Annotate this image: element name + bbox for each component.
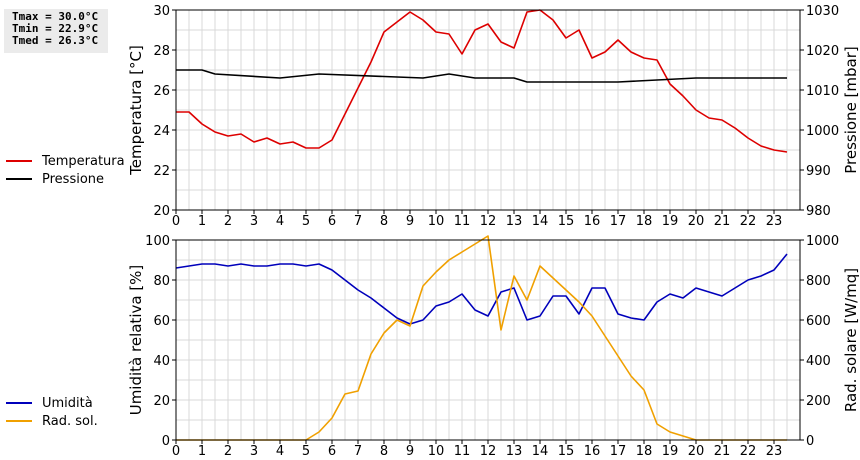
x-tick-label: 13 [506, 214, 523, 229]
legend-swatch-pressure [6, 178, 32, 180]
x-tick-label: 6 [328, 214, 336, 229]
x-tick-label: 0 [172, 444, 180, 459]
x-tick-label: 23 [766, 444, 783, 459]
y-tick-label-right: 200 [806, 394, 831, 409]
legend-item-temperature: Temperatura [6, 152, 125, 170]
x-tick-label: 15 [558, 444, 575, 459]
legend-label-temperature: Temperatura [42, 153, 125, 169]
x-tick-label: 23 [766, 214, 783, 229]
x-tick-label: 4 [276, 444, 284, 459]
x-tick-label: 9 [406, 444, 414, 459]
y-axis-label-right: Pressione [mbar] [842, 46, 860, 174]
legend-swatch-humidity [6, 402, 32, 404]
y-tick-label-left: 40 [153, 354, 170, 369]
x-tick-label: 12 [480, 444, 497, 459]
y-tick-label-left: 80 [153, 274, 170, 289]
y-tick-label-left: 24 [153, 124, 170, 139]
x-tick-label: 4 [276, 214, 284, 229]
x-tick-label: 22 [740, 444, 757, 459]
x-tick-label: 0 [172, 214, 180, 229]
x-tick-label: 9 [406, 214, 414, 229]
x-tick-label: 7 [354, 444, 362, 459]
y-tick-label-right: 1010 [806, 84, 839, 99]
x-tick-label: 1 [198, 214, 206, 229]
legend-swatch-radiation [6, 420, 32, 422]
tmin-label: Tmin = 22.9°C [12, 22, 99, 35]
x-tick-label: 5 [302, 214, 310, 229]
x-tick-label: 16 [584, 444, 601, 459]
y-tick-label-left: 60 [153, 314, 170, 329]
x-tick-label: 7 [354, 214, 362, 229]
x-tick-label: 8 [380, 214, 388, 229]
x-tick-label: 16 [584, 214, 601, 229]
y-tick-label-right: 1000 [806, 124, 839, 139]
legend-swatch-temperature [6, 160, 32, 162]
x-tick-label: 19 [662, 444, 679, 459]
y-tick-label-right: 1030 [806, 4, 839, 19]
x-tick-label: 10 [428, 214, 445, 229]
legend-item-pressure: Pressione [6, 170, 125, 188]
x-tick-label: 14 [532, 444, 549, 459]
tmed-label: Tmed = 26.3°C [12, 34, 99, 47]
stats-box: Tmax = 30.0°C Tmin = 22.9°C Tmed = 26.3°… [4, 9, 108, 53]
x-tick-label: 19 [662, 214, 679, 229]
y-tick-label-right: 980 [806, 204, 831, 219]
x-tick-label: 1 [198, 444, 206, 459]
x-tick-label: 22 [740, 214, 757, 229]
y-tick-label-right: 600 [806, 314, 831, 329]
y-tick-label-left: 30 [153, 4, 170, 19]
x-tick-label: 18 [636, 214, 653, 229]
x-tick-label: 14 [532, 214, 549, 229]
series-line-temperatura [176, 9, 788, 153]
x-tick-label: 5 [302, 444, 310, 459]
y-tick-label-right: 0 [806, 434, 814, 449]
tmax-label: Tmax = 30.0°C [12, 10, 99, 23]
x-tick-label: 2 [224, 214, 232, 229]
y-axis-label-left: Temperatura [°C] [127, 45, 145, 176]
legend-bottom: Umidità Rad. sol. [6, 394, 98, 430]
y-tick-label-right: 990 [806, 164, 831, 179]
y-tick-label-left: 20 [153, 394, 170, 409]
y-tick-label-right: 400 [806, 354, 831, 369]
x-tick-label: 21 [714, 444, 731, 459]
y-tick-label-left: 28 [153, 44, 170, 59]
series-line-rad-sol- [176, 235, 787, 441]
x-tick-label: 3 [250, 214, 258, 229]
x-tick-label: 10 [428, 444, 445, 459]
y-tick-label-left: 100 [145, 234, 170, 249]
x-tick-label: 17 [610, 214, 627, 229]
y-tick-label-left: 0 [162, 434, 170, 449]
legend-top: Temperatura Pressione [6, 152, 125, 188]
x-tick-label: 18 [636, 444, 653, 459]
x-tick-label: 12 [480, 214, 497, 229]
x-tick-label: 11 [454, 214, 471, 229]
x-tick-label: 20 [688, 214, 705, 229]
y-tick-label-left: 22 [153, 164, 170, 179]
x-tick-label: 8 [380, 444, 388, 459]
y-tick-label-right: 1020 [806, 44, 839, 59]
legend-label-radiation: Rad. sol. [42, 413, 98, 429]
y-tick-label-left: 26 [153, 84, 170, 99]
x-tick-label: 3 [250, 444, 258, 459]
x-tick-label: 13 [506, 444, 523, 459]
x-tick-label: 11 [454, 444, 471, 459]
legend-label-pressure: Pressione [42, 171, 105, 187]
x-tick-label: 20 [688, 444, 705, 459]
legend-item-radiation: Rad. sol. [6, 412, 98, 430]
x-tick-label: 2 [224, 444, 232, 459]
y-tick-label-left: 20 [153, 204, 170, 219]
x-tick-label: 17 [610, 444, 627, 459]
series-line-umidit- [175, 253, 788, 325]
x-tick-label: 15 [558, 214, 575, 229]
series-line-pressione [176, 69, 787, 83]
y-axis-label-right: Rad. solare [W/mq] [842, 268, 860, 412]
x-tick-label: 21 [714, 214, 731, 229]
legend-label-humidity: Umidità [42, 395, 93, 411]
x-tick-label: 6 [328, 444, 336, 459]
y-tick-label-right: 800 [806, 274, 831, 289]
y-tick-label-right: 1000 [806, 234, 839, 249]
y-axis-label-left: Umidità relativa [%] [127, 265, 145, 416]
legend-item-humidity: Umidità [6, 394, 98, 412]
